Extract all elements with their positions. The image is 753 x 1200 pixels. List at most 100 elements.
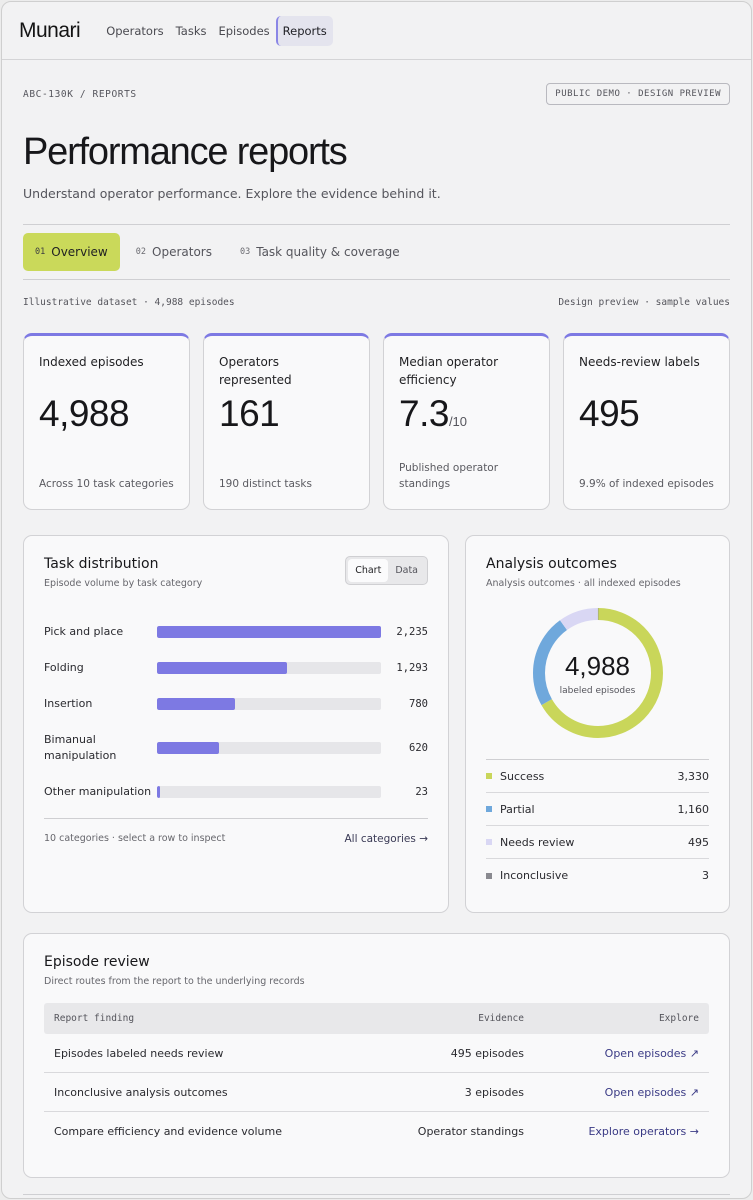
analysis-outcomes-panel: Analysis outcomes Analysis outcomes · al…	[465, 535, 730, 913]
bar-track	[156, 698, 382, 710]
table-row: Episodes labeled needs review 495 episod…	[44, 1034, 709, 1073]
toggle-data-button[interactable]: Data	[395, 565, 418, 576]
row-finding: Inconclusive analysis outcomes	[54, 1085, 228, 1099]
header-explore: Explore	[658, 1013, 699, 1024]
bar-value-label: 780	[409, 698, 428, 710]
donut-slice	[532, 608, 663, 738]
row-finding: Episodes labeled needs review	[54, 1046, 224, 1060]
kpi-cards: Indexed episodes 4,988 Across 10 task ca…	[23, 333, 730, 510]
legend-name: Success	[500, 769, 545, 783]
legend-item[interactable]: Inconclusive 3	[486, 859, 709, 892]
preview-note: Design preview · sample values	[558, 297, 730, 308]
all-categories-link[interactable]: All categories →	[344, 833, 428, 845]
kpi-note: 9.9% of indexed episodes	[579, 478, 714, 490]
panel-subtitle: Episode volume by task category	[44, 578, 203, 589]
nav-reports[interactable]: Reports	[275, 15, 333, 46]
app-logo[interactable]: Munari	[19, 18, 81, 42]
panel-title: Analysis outcomes	[486, 556, 617, 572]
bar-label: Pick and place	[44, 625, 124, 638]
kpi-card-operators: Operators represented 161 190 distinct t…	[203, 333, 370, 510]
nav-operators[interactable]: Operators	[106, 23, 164, 38]
kpi-number: 495	[579, 393, 640, 434]
kpi-card-needs-review: Needs-review labels 495 9.9% of indexed …	[563, 333, 730, 510]
kpi-value: 7.3/10	[399, 393, 534, 435]
top-nav: Munari Operators Tasks Episodes Reports	[2, 2, 751, 60]
bar-row[interactable]: Other manipulation 23	[44, 774, 428, 810]
bar-value-label: 620	[409, 742, 428, 754]
tab-operators[interactable]: 02 Operators	[124, 233, 224, 271]
nav-links: Operators Tasks Episodes Reports	[100, 15, 333, 46]
bar-row[interactable]: Bimanual manipulation 620	[44, 722, 428, 774]
outcomes-legend: Success 3,330 Partial 1,160 Needs review 495 I…	[486, 759, 709, 892]
donut-slice	[532, 608, 663, 738]
bar-label: Insertion	[44, 697, 93, 710]
bar-chart: Pick and place 2,235 Folding 1,293 Insertion…	[44, 614, 428, 810]
bar	[156, 698, 236, 710]
kpi-card-indexed-episodes: Indexed episodes 4,988 Across 10 task ca…	[23, 333, 190, 510]
kpi-value: 495	[579, 393, 714, 435]
bar-value-label: 23	[415, 786, 428, 798]
open-episodes-link[interactable]: Open episodes ↗	[604, 1046, 699, 1060]
kpi-card-median-efficiency: Median operator efficiency 7.3/10 Publis…	[383, 333, 550, 510]
row-evidence: Operator standings	[417, 1125, 524, 1138]
bar	[156, 626, 382, 638]
header-evidence: Evidence	[478, 1013, 524, 1024]
bar	[156, 742, 220, 754]
kpi-label: Indexed episodes	[39, 355, 144, 369]
kpi-number: 7.3	[399, 393, 449, 434]
nav-episodes[interactable]: Episodes	[218, 23, 270, 38]
kpi-number: 161	[219, 393, 280, 434]
donut-total: 4,988	[564, 650, 631, 681]
tab-task-quality[interactable]: 03 Task quality & coverage	[228, 233, 412, 271]
legend-swatch	[486, 773, 492, 779]
tab-label: Task quality & coverage	[256, 245, 400, 259]
report-tabs: 01 Overview 02 Operators 03 Task quality…	[23, 224, 730, 280]
divider	[23, 1194, 730, 1195]
legend-item[interactable]: Needs review 495	[486, 826, 709, 859]
row-finding: Compare efficiency and evidence volume	[54, 1125, 283, 1138]
bar-row[interactable]: Pick and place 2,235	[44, 614, 428, 650]
bar-value-label: 2,235	[396, 626, 428, 638]
page-subtitle: Understand operator performance. Explore…	[23, 186, 441, 201]
bar-track	[156, 662, 382, 674]
explore-operators-link[interactable]: Explore operators →	[588, 1125, 699, 1138]
bar	[156, 662, 287, 674]
bar-track	[156, 742, 382, 754]
legend-name: Inconclusive	[500, 869, 569, 882]
kpi-label: Needs-review labels	[579, 355, 700, 369]
kpi-note: Published operator standings	[399, 462, 499, 490]
outcomes-donut: 4,988 labeled episodes	[528, 603, 668, 743]
row-evidence: 495 episodes	[450, 1046, 524, 1060]
dataset-note: Illustrative dataset · 4,988 episodes	[23, 297, 235, 308]
legend-value: 1,160	[677, 802, 710, 816]
tab-label: Overview	[51, 245, 108, 259]
table-row: Compare efficiency and evidence volume O…	[44, 1112, 709, 1151]
tab-number: 03	[239, 247, 251, 257]
categories-note: 10 categories · select a row to inspect	[44, 833, 226, 844]
bar-track	[156, 626, 382, 638]
bar-value-label: 1,293	[396, 662, 428, 674]
kpi-value: 161	[219, 393, 354, 435]
kpi-number: 4,988	[39, 393, 130, 434]
legend-value: 3,330	[677, 769, 710, 783]
kpi-label: Median operator efficiency	[399, 355, 499, 387]
tab-overview[interactable]: 01 Overview	[23, 233, 120, 271]
bar-row[interactable]: Folding 1,293	[44, 650, 428, 686]
legend-item[interactable]: Success 3,330	[486, 760, 709, 793]
toggle-chart-button[interactable]: Chart	[348, 559, 389, 582]
table-header: Report finding Evidence Explore	[44, 1003, 709, 1034]
nav-tasks[interactable]: Tasks	[175, 23, 207, 38]
bar-row[interactable]: Insertion 780	[44, 686, 428, 722]
task-distribution-panel: Task distribution Episode volume by task…	[23, 535, 449, 913]
legend-value: 495	[688, 835, 709, 849]
kpi-note: Across 10 task categories	[39, 478, 174, 490]
chart-data-toggle: Chart Data	[345, 556, 428, 585]
main-content: ABC-130K / REPORTS PUBLIC DEMO · DESIGN …	[2, 82, 751, 1178]
legend-name: Needs review	[500, 835, 575, 849]
open-episodes-link[interactable]: Open episodes ↗	[604, 1085, 699, 1099]
bar-label: Folding	[44, 661, 84, 674]
legend-item[interactable]: Partial 1,160	[486, 793, 709, 826]
header-finding: Report finding	[54, 1013, 135, 1024]
review-table: Report finding Evidence Explore Episodes…	[44, 1003, 709, 1151]
